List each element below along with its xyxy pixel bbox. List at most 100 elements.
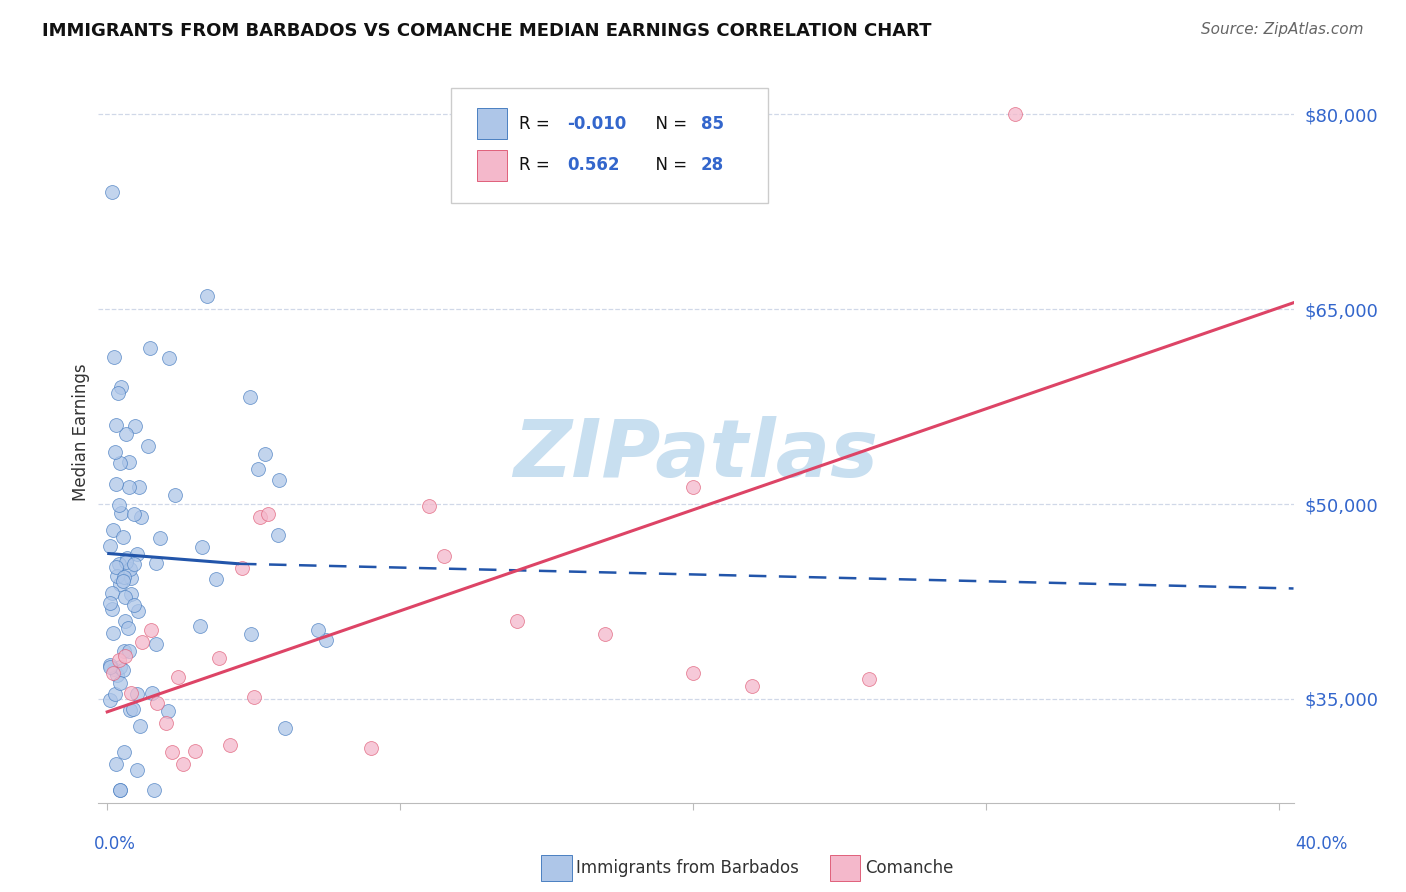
Text: 28: 28 xyxy=(700,156,724,174)
Point xyxy=(105,477,128,491)
Point xyxy=(682,480,704,494)
Point xyxy=(101,665,124,680)
Point xyxy=(122,599,145,613)
Point xyxy=(593,627,616,641)
Point xyxy=(184,744,207,758)
Point xyxy=(114,590,136,604)
Point xyxy=(128,480,150,494)
Point xyxy=(107,386,129,401)
Point xyxy=(120,587,142,601)
Point xyxy=(207,650,229,665)
Point xyxy=(239,626,262,640)
Point xyxy=(127,687,149,701)
Point xyxy=(267,528,290,542)
Bar xyxy=(477,150,508,181)
Text: IMMIGRANTS FROM BARBADOS VS COMANCHE MEDIAN EARNINGS CORRELATION CHART: IMMIGRANTS FROM BARBADOS VS COMANCHE MED… xyxy=(42,22,932,40)
Point xyxy=(1004,107,1026,121)
Text: Source: ZipAtlas.com: Source: ZipAtlas.com xyxy=(1201,22,1364,37)
Text: 0.0%: 0.0% xyxy=(94,835,136,853)
Point xyxy=(136,438,159,452)
Point xyxy=(108,557,131,571)
Point xyxy=(103,351,125,365)
Point xyxy=(120,686,142,700)
Point xyxy=(254,447,277,461)
Point xyxy=(120,562,142,576)
Text: 0.562: 0.562 xyxy=(567,156,620,174)
Point xyxy=(110,380,132,394)
Point xyxy=(108,653,131,667)
Point xyxy=(114,614,136,628)
Point xyxy=(269,473,291,487)
Point xyxy=(118,480,141,494)
Point xyxy=(741,679,763,693)
Point xyxy=(98,596,121,610)
Point xyxy=(101,586,124,600)
Point xyxy=(191,540,214,554)
Point xyxy=(98,660,121,674)
Point xyxy=(112,644,135,658)
Point xyxy=(139,341,162,355)
Point xyxy=(114,648,136,663)
Point xyxy=(163,488,186,502)
Point xyxy=(160,745,183,759)
Point xyxy=(242,690,264,705)
Point xyxy=(155,715,177,730)
Point xyxy=(315,633,337,648)
Point xyxy=(100,601,122,615)
Point xyxy=(104,687,127,701)
Point xyxy=(117,621,139,635)
Point xyxy=(110,782,132,797)
Point xyxy=(360,740,382,755)
Point xyxy=(307,624,329,638)
Point xyxy=(122,507,145,521)
Point xyxy=(145,556,167,570)
Text: 85: 85 xyxy=(700,115,724,133)
Point xyxy=(128,719,150,733)
Text: ZIPatlas: ZIPatlas xyxy=(513,416,879,494)
Point xyxy=(418,500,440,514)
Point xyxy=(858,673,880,687)
Point xyxy=(125,547,148,561)
Point xyxy=(110,675,132,690)
Point xyxy=(108,660,131,674)
Point xyxy=(118,644,141,658)
Point xyxy=(111,574,134,589)
Point xyxy=(118,455,141,469)
Text: 40.0%: 40.0% xyxy=(1295,835,1348,853)
Point xyxy=(112,530,135,544)
Point xyxy=(105,756,128,771)
Point xyxy=(103,524,125,538)
Point xyxy=(115,555,138,569)
Point xyxy=(108,782,131,797)
Point xyxy=(103,626,125,640)
Point xyxy=(105,668,128,682)
Point xyxy=(247,462,270,476)
Point xyxy=(172,756,194,771)
Point xyxy=(231,561,253,575)
Point xyxy=(131,635,153,649)
Point xyxy=(108,498,131,512)
Point xyxy=(143,782,166,797)
Point xyxy=(141,623,163,637)
Point xyxy=(506,614,529,628)
Point xyxy=(104,417,127,432)
Point xyxy=(219,738,242,752)
Text: N =: N = xyxy=(644,115,692,133)
Point xyxy=(166,670,188,684)
Point xyxy=(257,508,280,522)
Point xyxy=(205,572,228,586)
Point xyxy=(108,576,131,591)
Point xyxy=(115,551,138,566)
Text: N =: N = xyxy=(644,156,692,174)
Point xyxy=(274,722,297,736)
Point xyxy=(195,289,218,303)
Point xyxy=(110,506,132,520)
Text: Comanche: Comanche xyxy=(865,859,953,877)
Point xyxy=(156,704,179,718)
Text: R =: R = xyxy=(519,156,555,174)
Point xyxy=(104,560,127,574)
Point xyxy=(112,570,135,584)
Point xyxy=(124,419,146,434)
Point xyxy=(682,665,704,680)
Point xyxy=(188,619,211,633)
